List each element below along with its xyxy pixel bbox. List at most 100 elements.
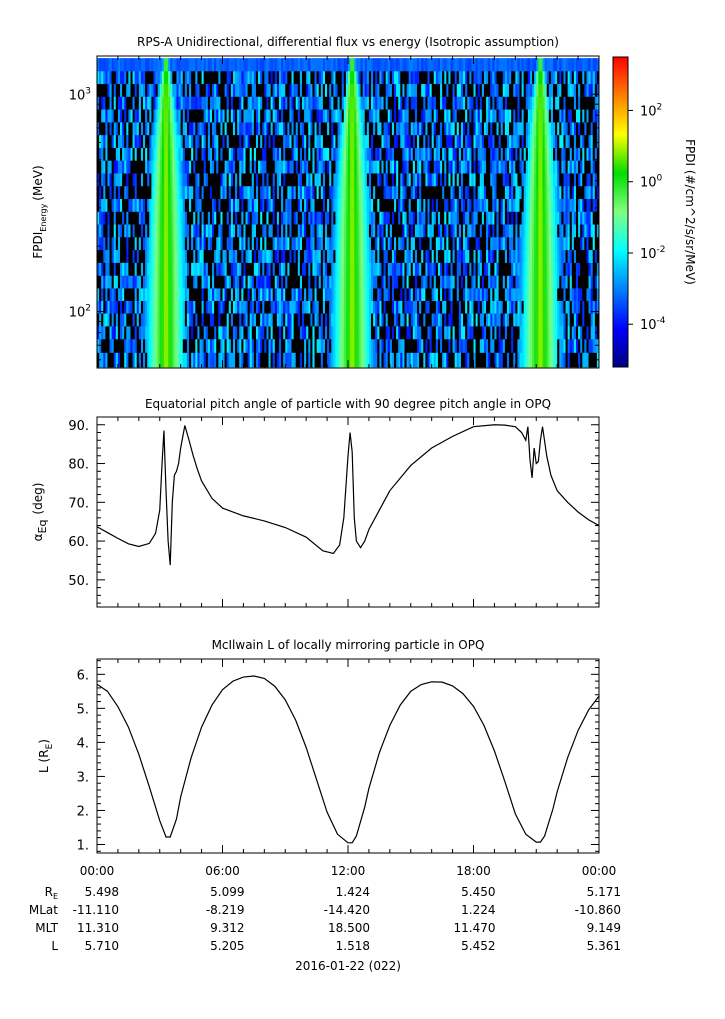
heat-cell — [557, 122, 560, 136]
heat-cell — [301, 313, 305, 327]
heat-cell — [571, 236, 575, 251]
heat-cell — [262, 224, 265, 238]
heat-cell — [383, 352, 387, 368]
heat-cell — [511, 160, 514, 174]
heat-cell — [212, 224, 215, 238]
heat-cell — [274, 338, 278, 353]
heat-cell — [255, 173, 259, 187]
heat-cell — [582, 198, 585, 212]
heat-cell — [396, 211, 399, 225]
heat-cell — [502, 326, 506, 340]
heat-cell — [544, 147, 548, 161]
heat-cell — [161, 352, 165, 368]
heat-cell — [130, 300, 133, 314]
heat-cell — [425, 147, 428, 161]
heat-cell — [555, 326, 558, 340]
heat-cell — [262, 288, 265, 301]
heat-cell — [548, 352, 552, 368]
heat-cell — [582, 352, 585, 368]
heat-cell — [563, 198, 566, 212]
heat-cell — [394, 198, 397, 212]
heat-cell — [191, 249, 194, 263]
heat-cell — [178, 211, 182, 225]
heat-cell — [239, 198, 242, 212]
heat-cell — [245, 338, 248, 353]
heat-cell — [368, 224, 372, 238]
heat-cell — [540, 313, 543, 327]
heat-cell — [170, 173, 173, 187]
heat-cell — [170, 338, 173, 353]
heat-cell — [467, 288, 470, 301]
heat-cell — [297, 173, 301, 187]
heat-cell — [289, 134, 292, 148]
heat-cell — [113, 185, 117, 199]
heat-cell — [268, 249, 272, 263]
heat-cell — [232, 109, 236, 123]
heat-cell — [521, 109, 525, 123]
heat-cell — [237, 352, 240, 368]
heat-cell — [168, 198, 171, 212]
heat-cell — [109, 173, 113, 187]
heat-cell — [362, 122, 366, 136]
heat-cell — [197, 198, 200, 212]
heat-cell — [103, 147, 106, 161]
heat-cell — [350, 338, 353, 353]
heat-cell — [540, 236, 543, 251]
heat-cell — [318, 326, 322, 340]
heat-cell — [301, 134, 305, 148]
heat-cell — [479, 147, 483, 161]
heat-cell — [306, 300, 309, 314]
heat-cell — [153, 147, 156, 161]
heat-cell — [172, 198, 175, 212]
heat-cell — [366, 224, 370, 238]
heat-cell — [500, 288, 504, 301]
heat-cell — [122, 96, 125, 110]
heat-cell — [360, 236, 364, 251]
heat-cell — [272, 326, 276, 340]
heat-cell — [479, 300, 483, 314]
heat-cell — [278, 352, 282, 368]
heat-cell — [513, 122, 516, 136]
heat-cell — [341, 275, 345, 289]
heat-cell — [452, 338, 456, 353]
heat-cell — [565, 160, 569, 174]
heat-cell — [117, 122, 121, 136]
heat-cell — [260, 160, 263, 174]
heat-cell — [578, 249, 581, 263]
heat-cell — [322, 134, 326, 148]
heat-cell — [241, 236, 244, 251]
heat-cell — [504, 198, 508, 212]
heat-cell — [191, 211, 194, 225]
heat-cell — [145, 224, 148, 238]
heat-cell — [573, 249, 577, 263]
heat-cell — [373, 326, 376, 340]
heat-cell — [331, 300, 334, 314]
heat-cell — [143, 352, 146, 368]
heat-cell — [295, 352, 299, 368]
heat-cell — [174, 134, 177, 148]
heat-cell — [477, 236, 481, 251]
heat-cell — [465, 96, 468, 110]
heat-cell — [124, 249, 127, 263]
heat-cell — [584, 147, 587, 161]
heat-cell — [151, 134, 154, 148]
heat-cell — [517, 236, 520, 251]
heat-cell — [381, 236, 384, 251]
heat-cell — [481, 160, 485, 174]
heat-cell — [97, 288, 100, 301]
heat-cell — [500, 262, 504, 276]
heat-cell — [138, 160, 142, 174]
heat-cell — [237, 300, 240, 314]
heat-cell — [174, 160, 177, 174]
heat-cell — [207, 147, 211, 161]
heat-cell — [538, 275, 541, 289]
heat-cell — [490, 109, 493, 123]
heat-cell — [101, 173, 104, 187]
heat-cell — [502, 185, 506, 199]
heat-cell — [584, 224, 587, 238]
heat-cell — [166, 313, 169, 327]
heat-cell — [529, 224, 533, 238]
heat-cell — [289, 313, 292, 327]
heat-cell — [289, 173, 292, 187]
heat-cell — [377, 160, 380, 174]
